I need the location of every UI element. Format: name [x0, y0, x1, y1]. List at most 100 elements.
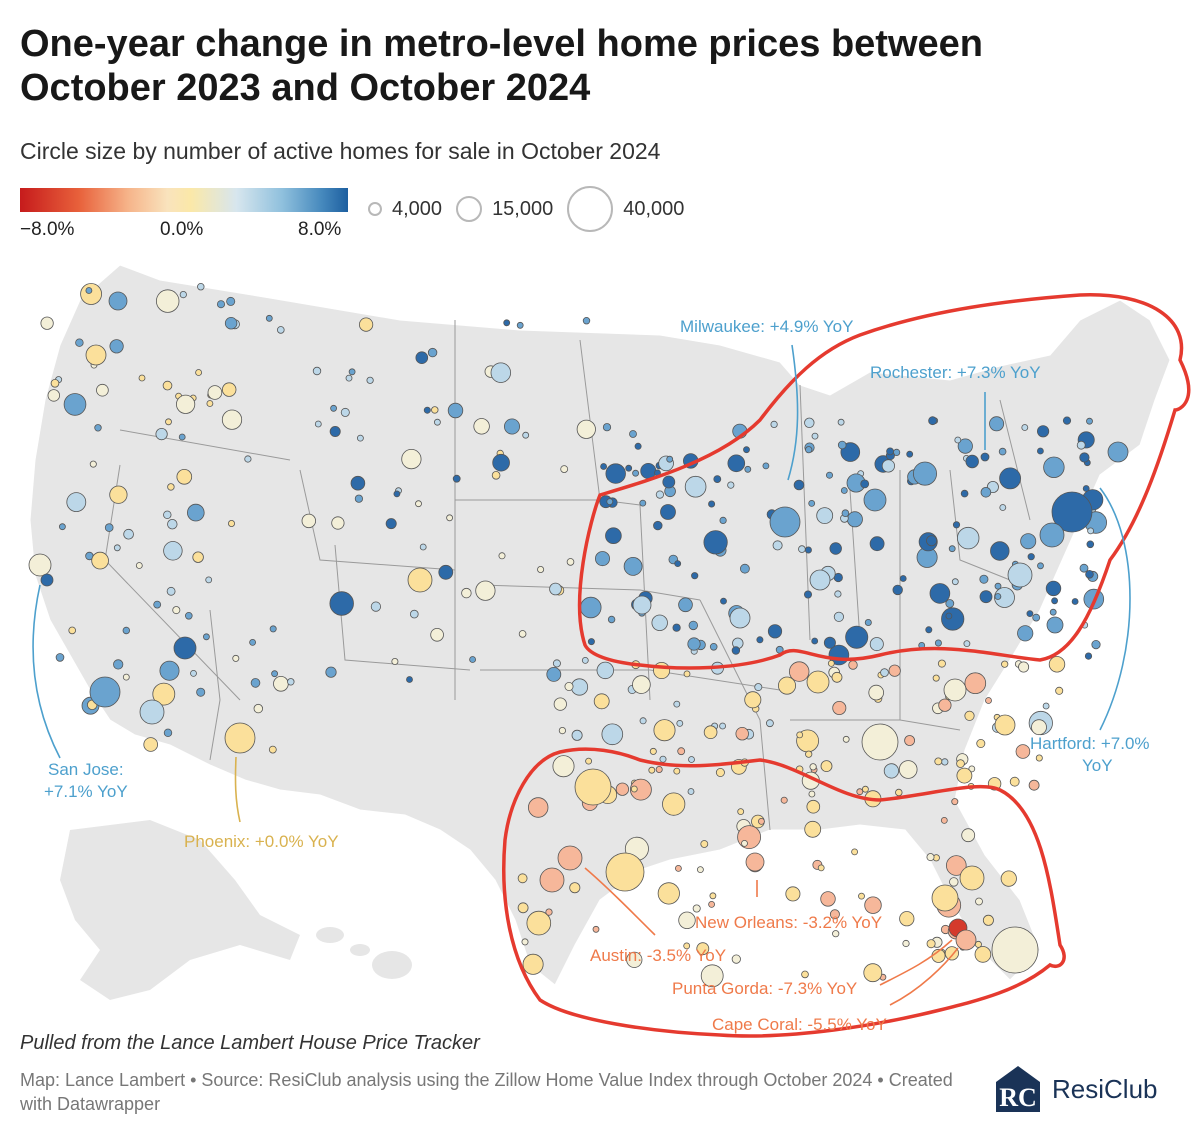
metro-circle	[167, 483, 175, 491]
us-map: Milwaukee: +4.9% YoY Rochester: +7.3% Yo…	[28, 264, 1191, 1038]
metro-circle	[662, 792, 686, 816]
metro-circle	[345, 374, 353, 382]
metro-circle	[960, 489, 969, 498]
metro-circle	[688, 756, 695, 763]
metro-circle-seattle	[108, 291, 128, 311]
metro-circle	[518, 630, 527, 638]
metro-circle	[1037, 562, 1044, 570]
metro-circle	[585, 757, 592, 765]
metro-circle	[851, 848, 858, 856]
metro-circle	[869, 536, 885, 552]
metro-circle	[994, 582, 1002, 590]
metro-circle	[587, 638, 595, 646]
metro-circle	[653, 520, 663, 531]
metro-circle	[979, 574, 989, 584]
metro-circle	[841, 509, 850, 518]
metro-circle	[697, 866, 704, 873]
metro-circle	[904, 735, 915, 746]
metro-circle	[596, 661, 615, 680]
metro-circle-san-diego-area	[139, 699, 165, 725]
metro-circle	[265, 314, 273, 322]
metro-circle	[659, 755, 667, 763]
metro-circle-san-antonio	[539, 867, 565, 893]
metro-circle	[163, 510, 172, 519]
metro-circle	[858, 892, 865, 900]
metro-circle	[902, 939, 910, 948]
size-legend: 4,000 15,000 40,000	[368, 186, 684, 232]
metro-circle	[719, 722, 726, 730]
metro-circle	[801, 970, 809, 979]
metro-circle	[1028, 779, 1040, 791]
metro-circle	[741, 840, 748, 847]
metro-circle-new-york	[1051, 491, 1093, 533]
metro-circle	[221, 382, 237, 397]
metro-circle	[1042, 702, 1050, 710]
size-label-small: 4,000	[392, 197, 443, 220]
metro-circle	[820, 891, 836, 907]
resiclub-logo: RC ResiClub	[994, 1064, 1158, 1114]
label-cape-coral: Cape Coral: -5.5% YoY	[712, 1015, 887, 1034]
metro-circle	[469, 656, 477, 663]
metro-circle	[863, 963, 883, 983]
metro-circle	[719, 516, 727, 525]
resiclub-logo-text: ResiClub	[1052, 1073, 1158, 1104]
metro-circle	[113, 659, 124, 670]
metro-circle	[55, 653, 65, 662]
metro-circle	[1048, 656, 1066, 673]
metro-circle	[653, 719, 676, 742]
metro-circle	[172, 606, 181, 615]
metro-circle	[329, 591, 354, 616]
label-punta-gorda: Punta Gorda: -7.3% YoY	[672, 979, 857, 998]
metro-circle	[438, 564, 454, 580]
metro-circle	[806, 799, 821, 814]
metro-circle	[190, 670, 197, 677]
metro-circle	[842, 735, 850, 743]
metro-circle	[447, 402, 464, 419]
metro-circle	[709, 642, 718, 651]
metro-circle	[122, 673, 130, 681]
label-austin: Austin: -3.5% YoY	[590, 946, 726, 965]
metro-circle	[66, 492, 87, 513]
metro-circle	[954, 436, 962, 444]
size-circle-small	[368, 202, 382, 216]
hawaii-land	[316, 927, 412, 979]
metro-circle	[605, 463, 626, 484]
metro-circle	[708, 901, 715, 908]
metro-circle	[789, 661, 810, 682]
metro-circle	[715, 768, 725, 778]
metro-circle	[925, 626, 933, 634]
metro-circle	[999, 504, 1007, 511]
metro-circle	[602, 423, 612, 432]
metro-circle	[63, 393, 87, 416]
metro-circle-miami	[991, 926, 1039, 974]
metro-circle	[1086, 417, 1093, 425]
metro-circle	[47, 389, 61, 402]
metro-circle	[949, 877, 959, 887]
metro-circle	[785, 886, 801, 902]
metro-circle	[1017, 625, 1034, 642]
metro-circle	[312, 366, 322, 376]
metro-circle	[888, 664, 901, 677]
metro-circle	[880, 668, 889, 677]
metro-circle	[366, 376, 374, 384]
metro-circle-tampa	[931, 884, 959, 912]
metro-circle	[415, 351, 429, 365]
metro-circle	[772, 540, 783, 551]
metro-circle-houston	[605, 852, 645, 892]
metro-circle	[974, 946, 992, 963]
metro-circle	[473, 418, 490, 435]
metro-circle	[249, 639, 257, 646]
metro-circle	[406, 676, 413, 683]
metro-circle-new-orleans	[745, 852, 765, 872]
austin-arrow	[584, 867, 656, 936]
metro-circle	[1076, 440, 1086, 450]
map-title: One-year change in metro-level home pric…	[20, 23, 983, 109]
metro-circle	[268, 745, 277, 754]
metro-circle	[926, 939, 936, 949]
metro-circle-austin	[557, 845, 583, 871]
label-new-orleans: New Orleans: -3.2% YoY	[695, 913, 882, 932]
metro-circle	[817, 864, 825, 872]
metro-circle-orlando	[959, 865, 985, 891]
metro-circle	[666, 455, 674, 463]
metro-circle	[224, 317, 238, 330]
